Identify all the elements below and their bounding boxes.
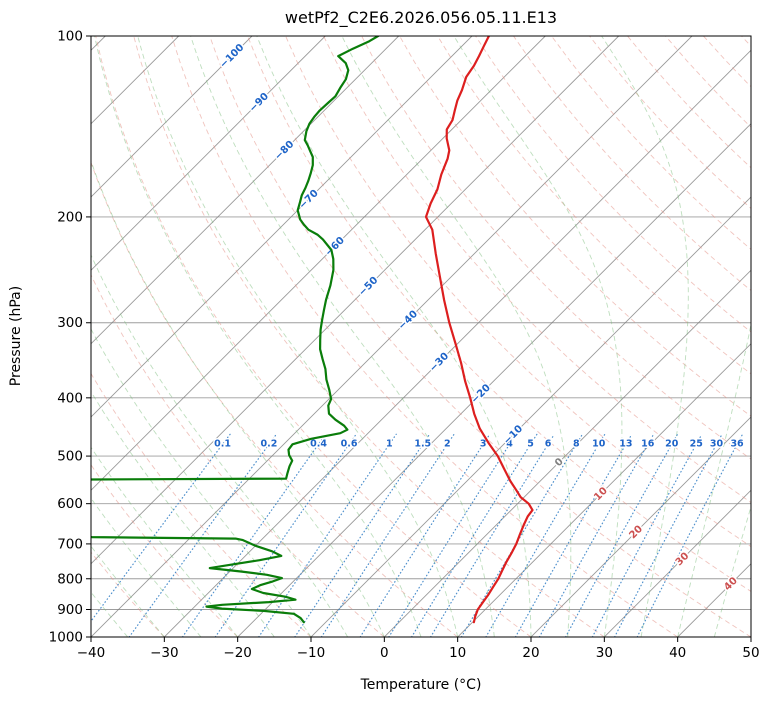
moist-adiabats	[91, 36, 751, 637]
y-tick-label: 400	[57, 390, 83, 406]
x-tick-label: 10	[449, 645, 466, 661]
y-tick-label: 300	[57, 315, 83, 331]
svg-text:16: 16	[641, 438, 655, 449]
svg-text:10: 10	[592, 438, 606, 449]
svg-text:6: 6	[545, 438, 552, 449]
svg-text:2: 2	[444, 438, 451, 449]
svg-text:5: 5	[527, 438, 534, 449]
y-tick-label: 1000	[49, 630, 83, 646]
x-tick-label: −40	[77, 645, 106, 661]
svg-text:−90: −90	[247, 91, 271, 115]
temperature-profile	[424, 36, 534, 624]
svg-text:36: 36	[730, 438, 744, 449]
x-tick-label: 30	[596, 645, 613, 661]
svg-text:10: 10	[592, 485, 610, 503]
svg-text:40: 40	[722, 575, 740, 593]
chart-title: wetPf2_C2E6.2026.056.05.11.E13	[285, 8, 557, 28]
svg-text:0.4: 0.4	[310, 438, 327, 449]
svg-text:0.1: 0.1	[214, 438, 231, 449]
x-tick-label: −10	[297, 645, 326, 661]
y-tick-label: 900	[57, 602, 83, 618]
svg-text:25: 25	[690, 438, 703, 449]
svg-text:−10: −10	[502, 423, 526, 447]
svg-text:30: 30	[710, 438, 724, 449]
svg-text:−50: −50	[357, 275, 381, 299]
x-tick-label: 0	[380, 645, 389, 661]
plot-border	[90, 35, 752, 638]
mixing-ratio-labels: 0.1 0.2 0.4 0.6 1 1.5 2 3 4 5 6 8 10 13 16 20 25 30 36	[213, 437, 746, 451]
svg-text:13: 13	[619, 438, 632, 449]
y-tick-label: 700	[57, 536, 83, 552]
isotherm-lines	[91, 36, 751, 637]
svg-text:−30: −30	[428, 351, 452, 375]
pressure-gridlines	[91, 35, 751, 638]
dry-adiabats	[91, 36, 751, 637]
x-axis-ticks: −40 −30 −20 −10 0 10 20 30 40 50	[77, 637, 760, 661]
svg-text:1: 1	[386, 438, 393, 449]
svg-text:−40: −40	[396, 309, 420, 333]
svg-text:0.2: 0.2	[261, 438, 278, 449]
svg-text:8: 8	[573, 438, 580, 449]
dewpoint-profile	[91, 36, 380, 624]
svg-text:−80: −80	[273, 139, 297, 163]
y-axis-ticks: 100 200 300 400 500 600 700 800 900 1000	[49, 29, 91, 646]
y-tick-label: 500	[57, 449, 83, 465]
svg-text:4: 4	[506, 438, 513, 449]
svg-text:20: 20	[627, 524, 645, 542]
y-tick-label: 600	[57, 496, 83, 512]
x-tick-label: 50	[742, 645, 759, 661]
x-tick-label: −30	[150, 645, 179, 661]
y-tick-label: 100	[57, 29, 83, 45]
x-tick-label: 20	[522, 645, 539, 661]
svg-text:0: 0	[553, 456, 566, 469]
y-axis-label: Pressure (hPa)	[8, 286, 24, 386]
svg-text:1.5: 1.5	[414, 438, 431, 449]
x-tick-label: −20	[223, 645, 252, 661]
svg-text:20: 20	[665, 438, 679, 449]
svg-text:30: 30	[674, 551, 692, 569]
svg-text:−20: −20	[469, 382, 493, 406]
svg-text:−100: −100	[218, 42, 246, 70]
svg-text:−60: −60	[323, 235, 347, 259]
y-tick-label: 200	[57, 209, 83, 225]
svg-text:3: 3	[480, 438, 487, 449]
x-axis-label: Temperature (°C)	[360, 677, 482, 693]
x-tick-label: 40	[669, 645, 686, 661]
y-tick-label: 800	[57, 571, 83, 587]
svg-text:0.6: 0.6	[341, 438, 358, 449]
